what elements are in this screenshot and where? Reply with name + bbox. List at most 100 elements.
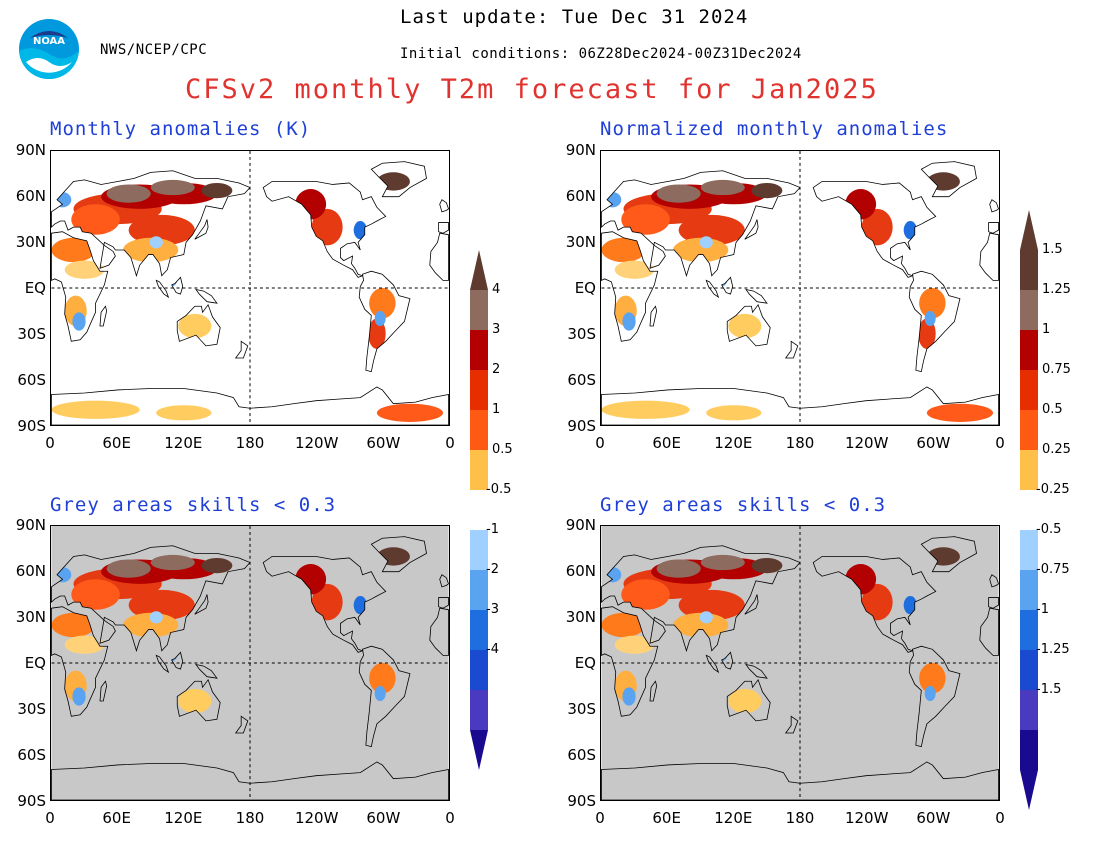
lon-tick-label: 60W — [366, 434, 401, 452]
anomaly-region — [622, 687, 636, 706]
coastline-africa — [601, 606, 659, 717]
anomaly-region — [903, 596, 917, 615]
anomaly-region — [72, 312, 86, 331]
coastline-north_america — [812, 181, 937, 278]
colorbar-label: 0.75 — [1042, 362, 1071, 377]
coastline-south_america — [908, 645, 961, 748]
colorbar-label: -2 — [486, 562, 499, 577]
coastline-uk — [439, 574, 449, 588]
colorbar-swatch — [1020, 450, 1038, 490]
anomaly-region — [64, 635, 105, 654]
anomaly-region — [106, 559, 151, 578]
lat-tick-label: 90S — [17, 417, 46, 435]
colorbar-label: -0.5 — [1036, 522, 1062, 537]
colorbar-svg — [470, 250, 488, 770]
lat-tick-label: 60S — [567, 371, 596, 389]
anomaly-region — [369, 663, 396, 694]
coastline-japan — [744, 219, 759, 240]
lon-tick-label: 0 — [595, 434, 605, 452]
coastline-ng — [745, 288, 768, 304]
lon-tick-label: 60W — [916, 809, 951, 827]
lat-tick-label: 30S — [17, 325, 46, 343]
anomaly-region — [656, 184, 701, 203]
org-label: NWS/NCEP/CPC — [100, 42, 208, 58]
lon-tick-label: 0 — [995, 434, 1005, 452]
colorbar-swatch — [1020, 650, 1038, 690]
colorbar-label: -0.25 — [1036, 482, 1070, 497]
anomaly-region — [678, 589, 745, 621]
coastline-south_america — [908, 270, 961, 373]
anomaly-region — [51, 237, 96, 263]
coastline-ng — [745, 663, 768, 679]
noaa-logo: NOAA — [18, 18, 80, 80]
anomaly-region — [601, 237, 646, 263]
last-update: Last update: Tue Dec 31 2024 — [400, 6, 749, 28]
coastline-madagascar — [99, 680, 108, 702]
anomaly-region — [601, 400, 690, 419]
coastline-africa_west — [979, 232, 999, 281]
panel-title-3: Grey areas skills < 0.3 — [50, 494, 337, 516]
lat-tick-label: 30S — [17, 700, 46, 718]
lat-tick-label: 90S — [567, 792, 596, 810]
anomaly-region — [149, 236, 163, 249]
anomaly-region — [614, 635, 655, 654]
lon-tick-label: 60E — [652, 809, 681, 827]
coastline-sumatra — [155, 279, 170, 299]
colorbar-label: -1 — [486, 522, 499, 537]
anomaly-region — [751, 182, 783, 199]
anomaly-region — [64, 260, 105, 279]
map-panel-normalized — [600, 150, 1000, 426]
colorbar-swatch — [1020, 690, 1038, 730]
map-svg — [601, 151, 999, 425]
anomaly-region — [678, 214, 745, 246]
anomaly-region — [150, 179, 195, 196]
colorbar-anomalies: 4 3 2 1 0.5 -0.5 -1 -2 -3 -4 — [460, 250, 520, 770]
colorbar-swatch — [470, 290, 488, 330]
anomaly-region — [656, 559, 701, 578]
anomaly-region — [700, 554, 745, 571]
colorbar-label: -1.5 — [1036, 682, 1062, 697]
coastline-south_america — [358, 270, 411, 373]
anomaly-region — [156, 405, 212, 421]
coastline-nz — [234, 715, 249, 734]
anomaly-region — [369, 288, 396, 319]
coastline-north_america — [262, 181, 387, 278]
coastline-sumatra — [155, 654, 170, 674]
anomaly-region — [128, 214, 195, 246]
coastline-africa — [601, 231, 659, 342]
coastline-madagascar — [649, 680, 658, 702]
colorbar-swatch — [1020, 610, 1038, 650]
colorbar-label: -3 — [486, 602, 499, 617]
lat-tick-label: 60N — [565, 562, 596, 580]
coastline-africa — [51, 231, 109, 342]
lon-tick-label: 120W — [844, 434, 889, 452]
anomaly-region — [728, 688, 762, 714]
colorbar-swatch — [1020, 410, 1038, 450]
anomaly-region — [924, 685, 936, 702]
coastline-europe_west — [438, 222, 449, 234]
anomaly-region — [51, 612, 96, 638]
coastline-north_america — [262, 556, 387, 653]
anomaly-region — [311, 208, 343, 246]
colorbar-label: 1 — [1042, 322, 1051, 337]
coastline-borneo — [721, 651, 734, 670]
lon-tick-label: 60E — [102, 434, 131, 452]
lon-tick-label: 0 — [45, 809, 55, 827]
anomaly-region — [353, 221, 367, 240]
coastline-africa — [51, 606, 109, 717]
anomaly-region — [51, 400, 140, 419]
anomaly-region — [614, 260, 655, 279]
coastline-japan — [194, 594, 209, 615]
map-svg — [51, 151, 449, 425]
coastline-borneo — [171, 651, 184, 670]
lat-tick-label: 90S — [17, 792, 46, 810]
coastline-antarctica — [601, 386, 999, 425]
colorbar-swatch — [470, 610, 488, 650]
colorbar-label: -0.5 — [486, 482, 512, 497]
colorbar-swatch — [1020, 370, 1038, 410]
colorbar-label: 0.5 — [1042, 402, 1063, 417]
map-panel-skill-anomalies — [50, 525, 450, 801]
coastline-australia — [176, 303, 221, 347]
coastline-japan — [744, 594, 759, 615]
coastline-africa_west — [429, 232, 449, 281]
